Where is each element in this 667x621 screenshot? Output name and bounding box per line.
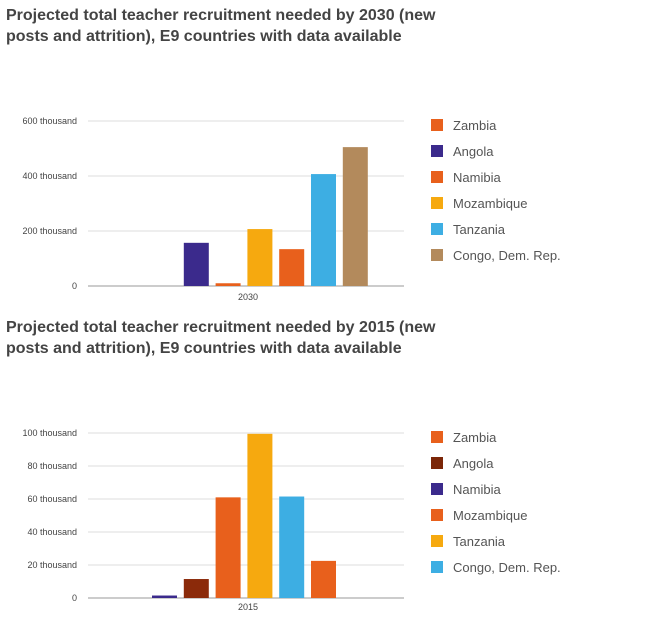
legend-label: Zambia: [453, 117, 497, 133]
legend-item: Namibia: [431, 164, 561, 190]
legend-label: Namibia: [453, 481, 501, 497]
bar: [311, 174, 336, 286]
y-tick-label: 0: [72, 593, 77, 603]
bar: [215, 497, 241, 598]
legend-label: Congo, Dem. Rep.: [453, 247, 561, 263]
legend-swatch: [431, 249, 443, 261]
bar: [183, 579, 209, 598]
bar: [215, 283, 241, 286]
bar-chart-2030: 0 200 thousand 400 thousand 600 thousand 203…: [22, 116, 404, 302]
legend-label: Zambia: [453, 429, 497, 445]
bar: [279, 496, 305, 598]
legend-item: Zambia: [431, 112, 561, 138]
bar: [311, 560, 336, 598]
chart-panel-2015: 0 20 thousand 40 thousand 60 thousand 80 tho…: [0, 312, 667, 621]
chart-title: Projected total teacher recruitment need…: [6, 319, 436, 357]
legend-item: Namibia: [431, 476, 561, 502]
legend-label: Angola: [453, 143, 494, 159]
legend-item: Angola: [431, 450, 561, 476]
legend-label: Tanzania: [453, 533, 506, 549]
bar: [183, 242, 209, 286]
legend-item: Tanzania: [431, 216, 561, 242]
legend-swatch: [431, 457, 443, 469]
legend-item: Mozambique: [431, 502, 561, 528]
y-tick-label: 0: [72, 281, 77, 291]
bar: [247, 229, 273, 286]
legend-swatch: [431, 223, 443, 235]
legend-label: Namibia: [453, 169, 501, 185]
legend-swatch: [431, 509, 443, 521]
legend-label: Mozambique: [453, 195, 528, 211]
legend-swatch: [431, 119, 443, 131]
y-tick-label: 200 thousand: [22, 226, 77, 236]
legend-label: Congo, Dem. Rep.: [453, 559, 561, 575]
legend-swatch: [431, 171, 443, 183]
chart-panel-2030: 0 200 thousand 400 thousand 600 thousand 203…: [6, 7, 561, 302]
y-tick-label: 40 thousand: [27, 527, 77, 537]
legend-swatch: [431, 561, 443, 573]
legend-item: Tanzania: [431, 528, 561, 554]
y-tick-label: 400 thousand: [22, 171, 77, 181]
legend-item: Congo, Dem. Rep.: [431, 242, 561, 268]
y-tick-label: 20 thousand: [27, 560, 77, 570]
y-tick-label: 600 thousand: [22, 116, 77, 126]
legend-swatch: [431, 483, 443, 495]
legend-swatch: [431, 145, 443, 157]
legend-item: Congo, Dem. Rep.: [431, 554, 561, 580]
legend-label: Tanzania: [453, 221, 506, 237]
chart-legend: Zambia Angola Namibia Mozambique Tanzani…: [431, 112, 561, 268]
bar: [247, 433, 273, 598]
x-category-label: 2030: [238, 292, 258, 302]
x-category-label: 2015: [238, 602, 258, 612]
legend-item: Mozambique: [431, 190, 561, 216]
chart-title: Projected total teacher recruitment need…: [6, 7, 436, 45]
y-tick-label: 80 thousand: [27, 461, 77, 471]
bar-chart-2015: 0 20 thousand 40 thousand 60 thousand 80 tho…: [22, 428, 404, 612]
bar: [152, 595, 177, 598]
legend-label: Angola: [453, 455, 494, 471]
chart-legend: Zambia Angola Namibia Mozambique Tanzani…: [431, 424, 561, 580]
y-tick-label: 100 thousand: [22, 428, 77, 438]
legend-swatch: [431, 197, 443, 209]
legend-label: Mozambique: [453, 507, 528, 523]
bar: [279, 249, 305, 286]
bar: [342, 147, 368, 286]
legend-item: Angola: [431, 138, 561, 164]
legend-swatch: [431, 431, 443, 443]
y-tick-label: 60 thousand: [27, 494, 77, 504]
legend-swatch: [431, 535, 443, 547]
legend-item: Zambia: [431, 424, 561, 450]
